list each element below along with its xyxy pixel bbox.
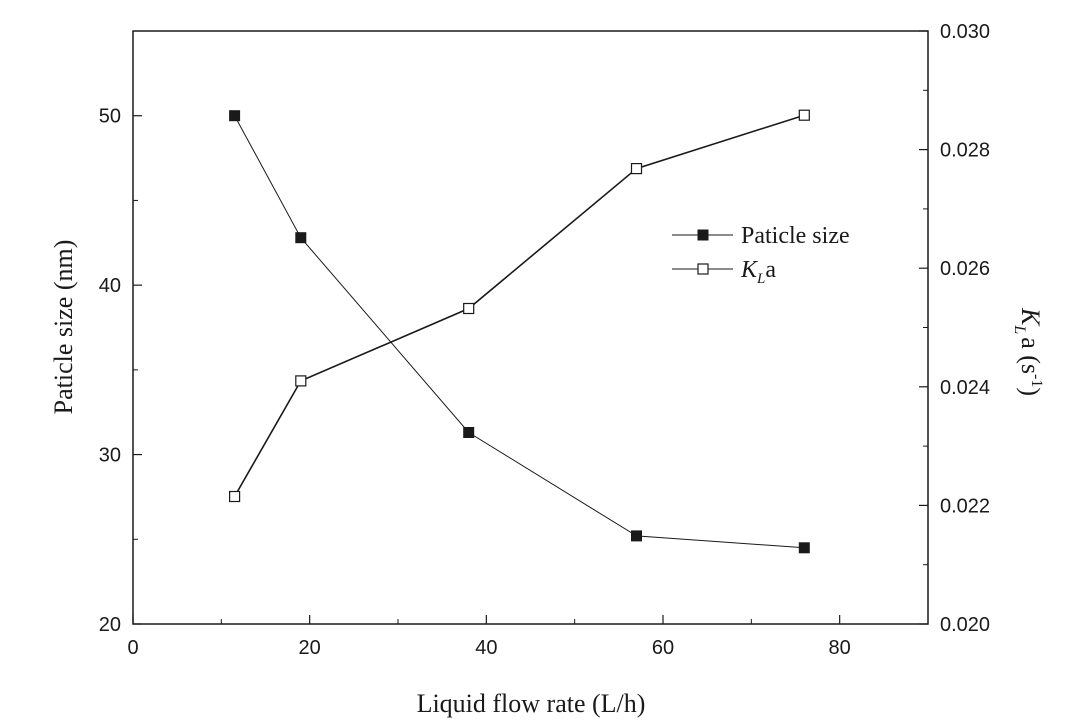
x-tick-label: 20 xyxy=(299,637,321,659)
point-kla xyxy=(630,163,643,175)
y2-axis-title-sub: L xyxy=(1011,324,1028,334)
point-particle-size xyxy=(229,110,241,122)
legend-kla-rest: a xyxy=(765,257,776,283)
y-axis-title: Paticle size (nm) xyxy=(49,240,78,415)
y2-tick-label: 0.030 xyxy=(940,21,990,43)
point-particle-size xyxy=(295,232,307,244)
y2-axis-title-close: ) xyxy=(1016,387,1045,396)
legend-kla-sub: L xyxy=(756,271,765,287)
y-tick-label: 30 xyxy=(99,445,121,467)
point-particle-size xyxy=(798,542,810,554)
legend-label-particle-size: Paticle size xyxy=(741,223,850,249)
y-tick-label: 20 xyxy=(99,614,121,636)
x-axis-title: Liquid flow rate (L/h) xyxy=(417,689,646,718)
y2-axis-title-sup: -1 xyxy=(1028,374,1045,387)
y2-tick-label: 0.022 xyxy=(940,495,990,517)
point-particle-size xyxy=(631,530,642,542)
legend-marker-kla xyxy=(697,263,709,275)
svg-text:KLa (s-1): KLa (s-1) xyxy=(1011,307,1045,396)
point-kla xyxy=(798,109,810,121)
y2-axis-title-rest: a (s xyxy=(1016,337,1045,374)
x-tick-label: 0 xyxy=(127,637,138,659)
y2-tick-label: 0.028 xyxy=(940,140,990,162)
y2-axis-title-k: K xyxy=(1016,307,1045,327)
series-markers xyxy=(229,109,810,554)
y2-tick-label: 0.026 xyxy=(940,258,990,280)
y-tick-label: 50 xyxy=(99,106,121,128)
point-kla xyxy=(295,375,307,387)
y-tick-label: 40 xyxy=(99,275,121,297)
y2-axis-title: KLa (s-1) xyxy=(1011,307,1045,396)
ticks: 0 20 40 60 80 20 30 40 50 0.020 0.022 0.024 0.026 0.0… xyxy=(99,21,990,659)
legend-marker-particle-size xyxy=(697,229,709,241)
legend-label-kla: KLa xyxy=(740,257,776,287)
series-lines xyxy=(233,114,805,549)
x-tick-label: 40 xyxy=(475,637,497,659)
y2-tick-label: 0.020 xyxy=(940,614,990,636)
legend: Paticle size KLa xyxy=(672,223,850,287)
x-tick-label: 80 xyxy=(829,637,851,659)
y2-tick-label: 0.024 xyxy=(940,377,990,399)
x-tick-label: 60 xyxy=(652,637,674,659)
line-kla xyxy=(233,114,805,497)
point-kla xyxy=(229,490,241,503)
legend-kla-k: K xyxy=(740,257,759,283)
line-particle-size xyxy=(234,115,805,549)
point-kla xyxy=(463,302,475,315)
point-particle-size xyxy=(463,427,475,438)
